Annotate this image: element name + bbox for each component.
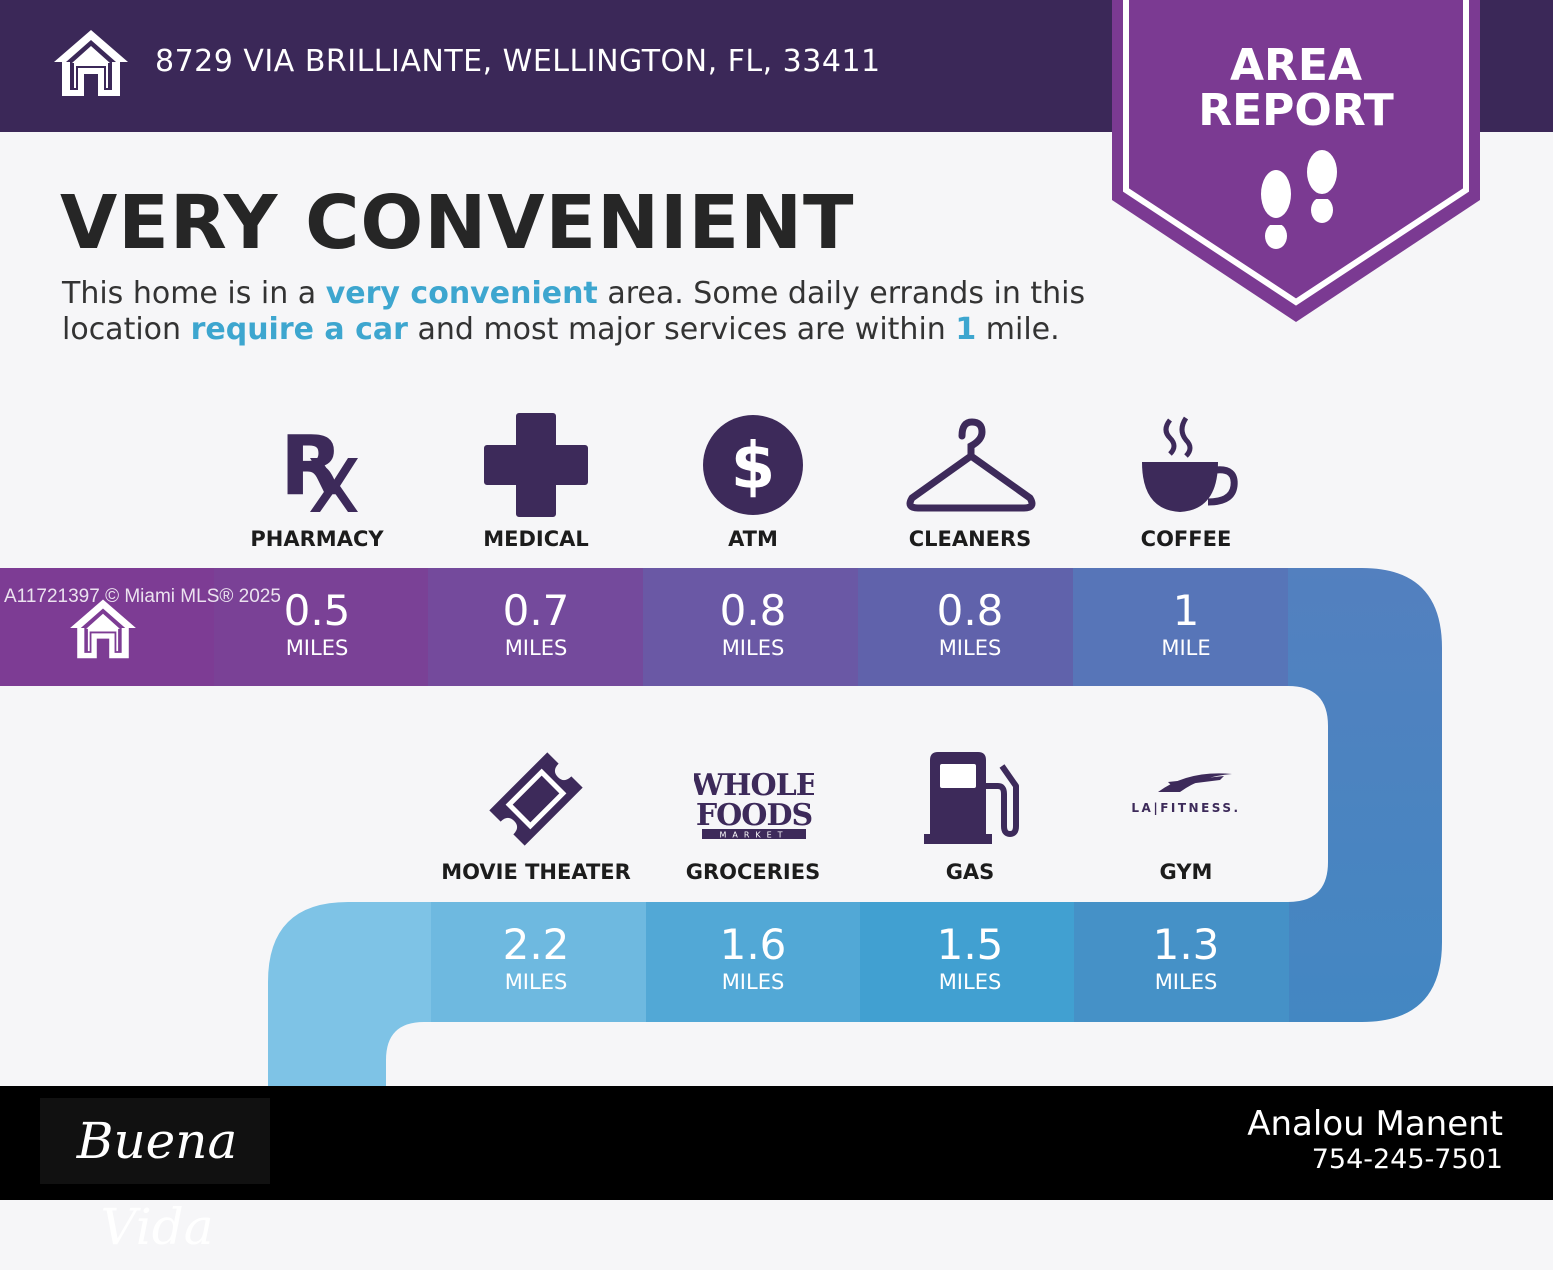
distance-medical: 0.7 MILES	[502, 586, 570, 661]
dollar-icon: $	[703, 415, 803, 515]
area-report-ribbon	[1112, 0, 1480, 322]
distance-groceries: 1.6 MILES	[719, 920, 787, 995]
whole-foods-logo: WHOLE FOODS MARKET	[694, 768, 814, 840]
gas-pump-icon	[924, 752, 1019, 844]
home-start-icon	[70, 599, 136, 659]
distance-movie-theater: 2.2 MILES	[502, 920, 570, 995]
svg-text:MARKET: MARKET	[719, 831, 788, 840]
label-gas: GAS	[945, 860, 995, 884]
label-movie-theater: MOVIE THEATER	[441, 860, 631, 884]
brand-logo-box	[40, 1098, 270, 1184]
distance-pharmacy: 0.5 MILES	[283, 586, 351, 661]
route-band	[0, 568, 1442, 1090]
footprints-icon	[1260, 150, 1338, 249]
distance-cleaners: 0.8 MILES	[936, 586, 1004, 661]
home-icon	[54, 30, 128, 96]
brand-logo: Buena Vida	[76, 1112, 238, 1256]
highlight-one: 1	[955, 312, 977, 347]
svg-text:FOODS: FOODS	[696, 798, 812, 833]
medical-cross-icon	[484, 413, 588, 517]
label-medical: MEDICAL	[483, 527, 589, 551]
ribbon-title-line1: AREA	[1229, 40, 1363, 91]
coffee-cup-icon	[1142, 416, 1238, 512]
label-gym: GYM	[1159, 860, 1213, 884]
rx-icon: R	[280, 419, 358, 514]
property-address: 8729 VIA BRILLIANTE, WELLINGTON, FL, 334…	[155, 44, 881, 79]
label-groceries: GROCERIES	[685, 860, 821, 884]
svg-text:LA|FITNESS.: LA|FITNESS.	[1131, 801, 1240, 815]
agent-phone: 754-245-7501	[1311, 1144, 1503, 1175]
mls-watermark: A11721397 © Miami MLS® 2025	[4, 586, 281, 607]
la-fitness-logo: LA|FITNESS.	[1131, 773, 1240, 815]
label-cleaners: CLEANERS	[908, 527, 1032, 551]
distance-atm: 0.8 MILES	[719, 586, 787, 661]
label-pharmacy: PHARMACY	[250, 527, 384, 551]
distance-gym: 1.3 MILES	[1152, 920, 1220, 995]
svg-text:WHOLE: WHOLE	[694, 768, 814, 803]
distance-gas: 1.5 MILES	[936, 920, 1004, 995]
svg-text:$: $	[731, 430, 776, 504]
label-coffee: COFFEE	[1140, 527, 1232, 551]
highlight-very-convenient: very convenient	[325, 276, 598, 311]
agent-name: Analou Manent	[1247, 1104, 1503, 1144]
ribbon-title-line2: REPORT	[1198, 85, 1394, 136]
ticket-icon	[489, 752, 583, 846]
distance-coffee: 1 MILE	[1161, 586, 1211, 661]
convenience-headline: VERY CONVENIENT	[60, 180, 855, 266]
label-atm: ATM	[728, 527, 778, 551]
highlight-require-car: require a car	[190, 312, 408, 347]
convenience-description: This home is in a very convenient area. …	[62, 276, 1086, 347]
hanger-icon	[906, 418, 1036, 512]
svg-text:R: R	[280, 419, 343, 514]
